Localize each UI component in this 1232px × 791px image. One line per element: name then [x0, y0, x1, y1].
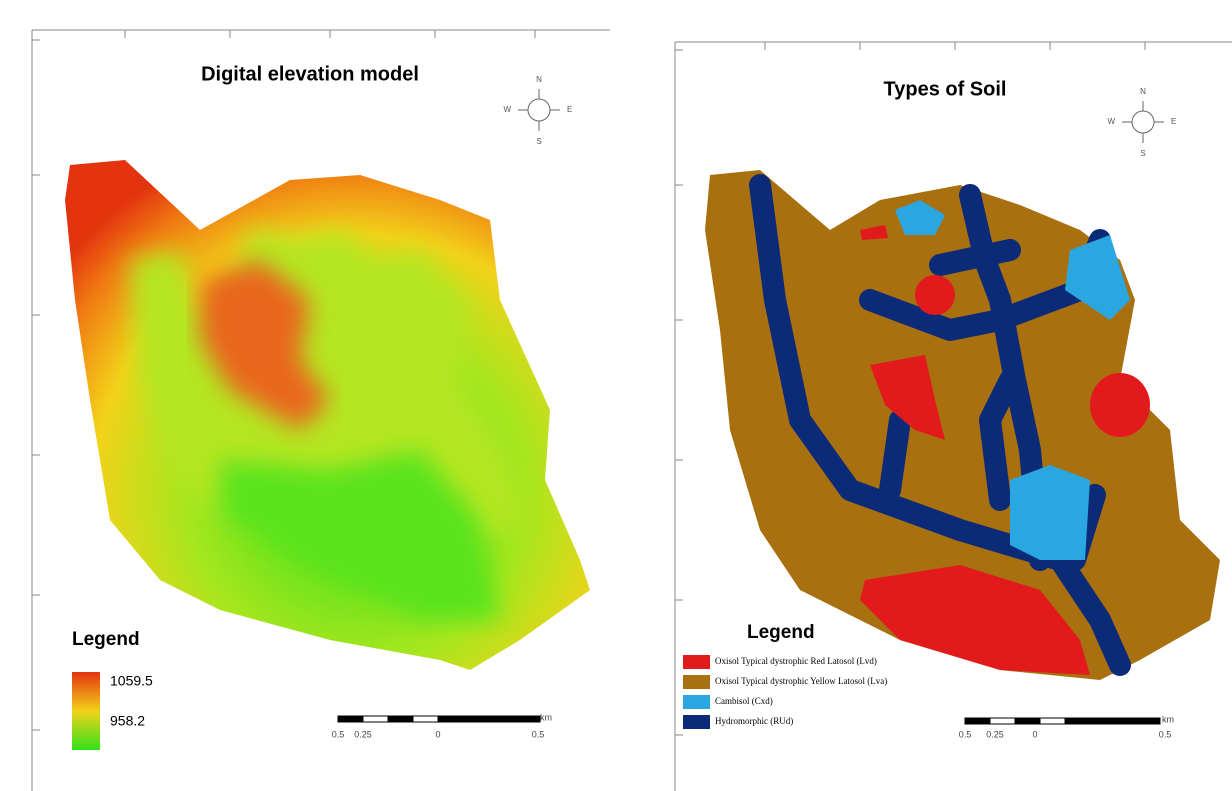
legend-label: Cambisol (Cxd)	[715, 696, 773, 706]
map-title: Digital elevation model	[201, 63, 419, 85]
map-title: Types of Soil	[884, 78, 1007, 100]
scale-label: 0.5	[532, 729, 545, 739]
compass-rose	[518, 89, 1164, 143]
legend-swatch	[683, 695, 710, 709]
dem-map	[60, 150, 600, 680]
scale-label: 0.5	[959, 729, 972, 739]
scale-label: 0.25	[354, 729, 372, 739]
scale-label: 0.25	[986, 729, 1004, 739]
scale-label: 0	[435, 729, 440, 739]
compass-e: E	[1171, 117, 1176, 126]
legend-label: Hydromorphic (RUd)	[715, 716, 793, 726]
legend-swatch	[683, 675, 710, 689]
compass-s: S	[536, 137, 541, 146]
legend-swatch	[683, 715, 710, 729]
map-figure: Digital elevation model N S E W Legend 1059.5 9…	[0, 0, 1232, 791]
legend-title: Legend	[72, 629, 140, 650]
compass-w: W	[1107, 117, 1115, 126]
compass-w: W	[503, 105, 511, 114]
compass-s: S	[1140, 149, 1145, 158]
legend-title: Legend	[747, 622, 815, 643]
compass-e: E	[567, 105, 572, 114]
scale-label: 0.5	[1159, 729, 1172, 739]
compass-n: N	[536, 75, 542, 84]
scale-label: 0.5	[332, 729, 345, 739]
compass-n: N	[1140, 87, 1146, 96]
legend-gradient	[72, 672, 100, 750]
legend-swatch	[683, 655, 710, 669]
soil-map	[705, 170, 1220, 680]
legend-label: 1059.5	[110, 673, 153, 689]
legend-label: 958.2	[110, 713, 145, 729]
legend-label: Oxisol Typical dystrophic Yellow Latosol…	[715, 676, 887, 686]
scale-unit: km	[1162, 714, 1174, 724]
legend-label: Oxisol Typical dystrophic Red Latosol (L…	[715, 656, 877, 666]
scale-unit: km	[540, 712, 552, 722]
scale-label: 0	[1032, 729, 1037, 739]
